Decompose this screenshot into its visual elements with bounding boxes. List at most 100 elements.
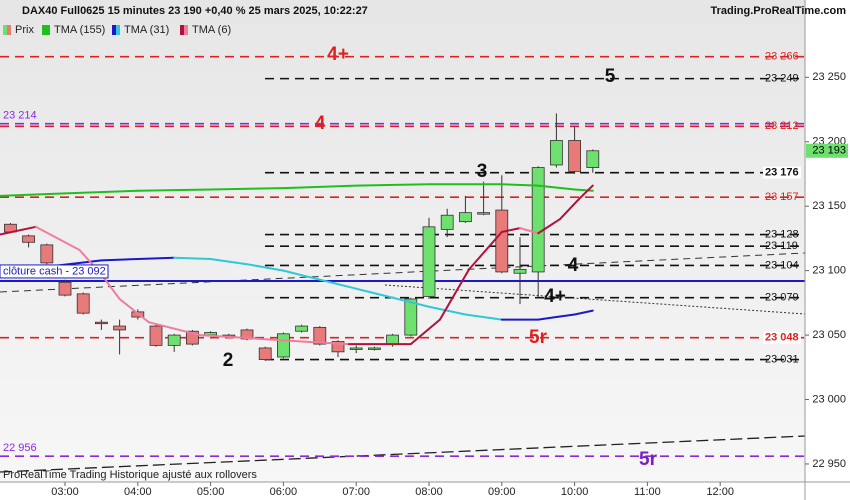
candle-body [349, 347, 363, 350]
candle-body [295, 325, 309, 332]
legend-label: TMA (155) [54, 24, 105, 36]
level-label: 23 157 [765, 191, 799, 203]
ma-line [427, 305, 467, 316]
candle-body [440, 214, 454, 230]
legend-label: Prix [15, 24, 34, 36]
ma-line [0, 192, 67, 197]
ma-line [260, 337, 303, 343]
ma-line [559, 198, 580, 221]
legend-swatch [116, 25, 120, 35]
candle-body [568, 140, 581, 172]
annotation: 2 [223, 350, 234, 371]
ma-line [100, 256, 176, 262]
annotation: 5 [605, 66, 616, 87]
legend-swatch [46, 25, 50, 35]
ma-line [318, 278, 358, 290]
chart-title: DAX40 Full0625 15 minutes 23 190 +0,40 %… [22, 5, 368, 17]
annotation: 4+ [544, 286, 566, 307]
candle-body [76, 293, 90, 314]
candle-body [22, 235, 36, 243]
ma-line [100, 273, 121, 300]
ma-line [464, 313, 503, 321]
level-label-bg [763, 166, 801, 179]
candle-body [277, 333, 290, 358]
cash-close-label: clôture cash - 23 092 [3, 265, 106, 277]
trend-line [0, 252, 806, 293]
legend-swatch [180, 25, 184, 35]
ma-line [555, 313, 576, 319]
ma-line [118, 297, 150, 324]
level-label: 23 104 [765, 259, 799, 271]
level-label-bg [763, 331, 801, 344]
y-tick-label: 23 000 [812, 393, 846, 405]
trend-line [0, 435, 806, 473]
x-tick-label: 03:00 [51, 486, 79, 498]
candle-body [422, 226, 436, 297]
candle-body [40, 244, 54, 264]
ma-line [64, 189, 139, 195]
annotation: 3 [477, 161, 488, 182]
annotation: 5r [639, 449, 658, 470]
ma-line [34, 225, 81, 252]
footer-note: ProRealTime Trading Historique ajusté au… [3, 469, 257, 481]
plot-layer [0, 55, 805, 458]
x-tick-label: 04:00 [124, 486, 152, 498]
candle-body [531, 167, 545, 273]
legend-swatch [184, 25, 188, 35]
source: Trading.ProRealTime.com [710, 5, 846, 17]
ma-line [209, 187, 285, 191]
candle-body [313, 326, 327, 345]
candle-body [495, 209, 509, 273]
ma-line [0, 225, 37, 236]
ma-line [537, 184, 576, 191]
level-label: 23 214 [3, 110, 37, 122]
annotation: 4 [568, 255, 579, 276]
candle-body [367, 347, 381, 350]
candle-body [258, 347, 272, 360]
candle-body [513, 268, 527, 274]
x-tick-label: 07:00 [342, 486, 370, 498]
ma-line [136, 188, 212, 192]
annotation: 4+ [327, 44, 349, 65]
candle-body [404, 298, 418, 336]
ma-line [282, 184, 358, 190]
level-label: 23 079 [765, 292, 799, 304]
ma-line [537, 316, 558, 321]
plot-area [0, 0, 805, 482]
x-tick-label: 09:00 [488, 486, 516, 498]
ma-line [282, 269, 321, 281]
ma-line [391, 296, 430, 308]
level-label: 23 249 [765, 73, 799, 85]
legend-label: TMA (6) [192, 24, 231, 36]
level-label: 23 176 [765, 167, 799, 179]
candle-body [586, 150, 600, 168]
x-tick-label: 08:00 [415, 486, 443, 498]
ma-line [173, 256, 212, 261]
candle-body [386, 334, 399, 345]
level-label: 23 212 [765, 120, 799, 132]
annotation: 5r [529, 327, 548, 348]
ma-line [577, 184, 594, 201]
legend-swatch [7, 25, 11, 35]
last-price-box [806, 143, 848, 158]
ma-line [500, 183, 540, 187]
last-price-label: 23 193 [812, 145, 846, 157]
candle-body [549, 140, 563, 166]
y-tick-label: 22 950 [812, 458, 846, 470]
ma-line [355, 287, 394, 299]
candle-body [58, 281, 72, 296]
level-label: 23 128 [765, 228, 799, 240]
x-tick-label: 12:00 [706, 486, 734, 498]
y-tick-label: 23 100 [812, 265, 846, 277]
y-tick-label: 23 050 [812, 329, 846, 341]
candle-body [149, 325, 163, 346]
x-tick-label: 10:00 [561, 486, 589, 498]
ma-line [300, 340, 350, 346]
level-label: 23 119 [765, 240, 798, 252]
level-label: 23 048 [765, 332, 799, 344]
level-label: 23 266 [765, 51, 799, 63]
legend-swatch [3, 25, 7, 35]
ma-line [468, 230, 503, 271]
